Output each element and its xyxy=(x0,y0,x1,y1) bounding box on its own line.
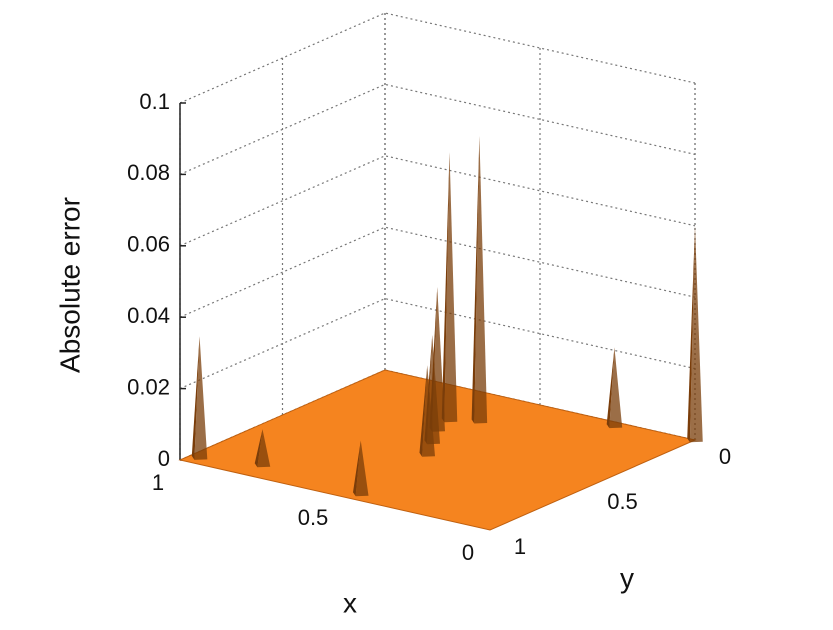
x-tick-label: 0.5 xyxy=(298,505,329,530)
x-axis-label: x xyxy=(343,587,357,618)
peak xyxy=(471,135,480,424)
y-tick-label: 0 xyxy=(719,444,731,469)
z-tick-label: 0.04 xyxy=(127,303,170,328)
x-tick-label: 0 xyxy=(462,540,474,565)
z-tick-label: 0.1 xyxy=(139,89,170,114)
peak-side xyxy=(609,347,623,429)
z-tick-label: 0 xyxy=(158,446,170,471)
peak-side xyxy=(194,336,208,460)
z-axis-label: Absolute error xyxy=(54,197,85,373)
grid-line xyxy=(179,226,696,318)
grid-line xyxy=(179,12,696,104)
grid-line xyxy=(179,297,696,390)
peak xyxy=(353,440,361,497)
peak xyxy=(419,365,428,457)
x-tick-label: 1 xyxy=(152,470,164,495)
peak-side xyxy=(355,440,369,497)
peak-side xyxy=(689,225,703,443)
y-tick-label: 0.5 xyxy=(607,489,638,514)
surface xyxy=(178,369,697,531)
peak-side xyxy=(257,429,271,468)
grid-line xyxy=(179,155,696,247)
y-tick-label: 1 xyxy=(514,534,526,559)
peak xyxy=(254,429,263,468)
z-tick-label: 0.02 xyxy=(127,374,170,399)
peak xyxy=(191,336,200,460)
y-axis-label: y xyxy=(620,562,634,593)
grid-line xyxy=(179,83,696,175)
peak-side xyxy=(422,365,435,457)
peak-side xyxy=(474,135,488,424)
z-tick-label: 0.08 xyxy=(127,160,170,185)
peak-side xyxy=(444,152,458,423)
peak xyxy=(606,347,615,429)
peak xyxy=(441,152,450,423)
z-tick-label: 0.06 xyxy=(127,232,170,257)
peak xyxy=(687,225,695,443)
